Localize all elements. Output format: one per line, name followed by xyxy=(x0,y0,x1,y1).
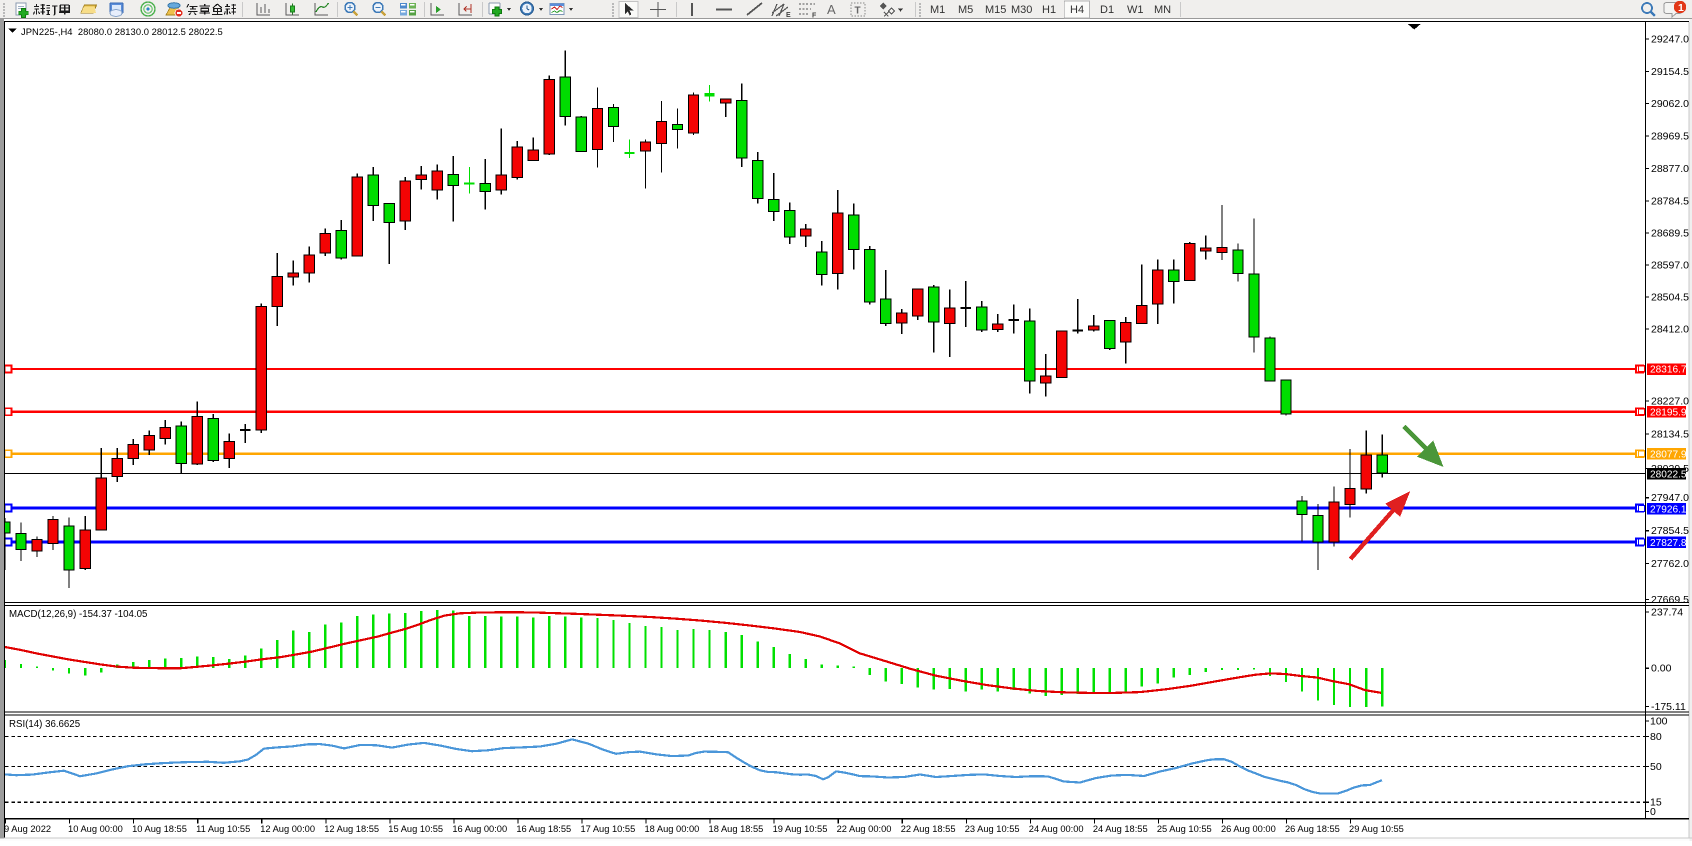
svg-text:9 Aug 2022: 9 Aug 2022 xyxy=(4,824,51,834)
svg-text:28077.9: 28077.9 xyxy=(1650,450,1687,461)
svg-text:23 Aug 10:55: 23 Aug 10:55 xyxy=(965,824,1020,834)
svg-text:E: E xyxy=(786,12,791,19)
svg-text:17 Aug 10:55: 17 Aug 10:55 xyxy=(580,824,635,834)
svg-text:MN: MN xyxy=(1154,4,1171,16)
svg-text:24 Aug 00:00: 24 Aug 00:00 xyxy=(1029,824,1084,834)
svg-text:29154.5: 29154.5 xyxy=(1651,66,1689,78)
svg-text:28597.0: 28597.0 xyxy=(1651,260,1689,272)
svg-text:28784.5: 28784.5 xyxy=(1651,196,1689,208)
svg-text:JPN225-,H4 28080.0 28130.0 28: JPN225-,H4 28080.0 28130.0 28012.5 28022… xyxy=(21,26,223,37)
svg-text:28316.7: 28316.7 xyxy=(1650,365,1687,376)
svg-text:100: 100 xyxy=(1650,715,1668,727)
svg-text:W1: W1 xyxy=(1127,4,1144,16)
svg-text:MACD(12,26,9) -154.37 -104.05: MACD(12,26,9) -154.37 -104.05 xyxy=(9,609,147,620)
svg-text:T: T xyxy=(855,6,861,17)
svg-text:22 Aug 18:55: 22 Aug 18:55 xyxy=(901,824,956,834)
svg-text:15 Aug 10:55: 15 Aug 10:55 xyxy=(388,824,443,834)
svg-text:25 Aug 10:55: 25 Aug 10:55 xyxy=(1157,824,1212,834)
svg-text:28195.9: 28195.9 xyxy=(1650,408,1687,419)
svg-text:22 Aug 00:00: 22 Aug 00:00 xyxy=(837,824,892,834)
svg-text:29247.0: 29247.0 xyxy=(1651,34,1689,46)
svg-text:16 Aug 00:00: 16 Aug 00:00 xyxy=(452,824,507,834)
svg-text:27854.5: 27854.5 xyxy=(1651,525,1689,537)
svg-text:11 Aug 10:55: 11 Aug 10:55 xyxy=(196,824,250,834)
svg-text:0.00: 0.00 xyxy=(1651,663,1672,675)
svg-text:F: F xyxy=(812,13,817,20)
svg-text:26 Aug 00:00: 26 Aug 00:00 xyxy=(1221,824,1276,834)
svg-text:28504.5: 28504.5 xyxy=(1651,292,1689,304)
svg-text:237.74: 237.74 xyxy=(1651,606,1683,618)
svg-text:H1: H1 xyxy=(1042,4,1056,16)
svg-text:D1: D1 xyxy=(1100,4,1114,16)
svg-text:12 Aug 18:55: 12 Aug 18:55 xyxy=(324,824,379,834)
svg-text:50: 50 xyxy=(1650,761,1662,773)
svg-text:27762.0: 27762.0 xyxy=(1651,558,1689,570)
svg-text:28969.5: 28969.5 xyxy=(1651,131,1689,143)
svg-text:10 Aug 00:00: 10 Aug 00:00 xyxy=(68,824,123,834)
svg-text:24 Aug 18:55: 24 Aug 18:55 xyxy=(1093,824,1148,834)
svg-text:RSI(14) 36.6625: RSI(14) 36.6625 xyxy=(9,719,80,730)
svg-text:28412.0: 28412.0 xyxy=(1651,324,1689,336)
svg-text:M30: M30 xyxy=(1011,4,1032,16)
svg-text:28227.0: 28227.0 xyxy=(1651,396,1689,408)
svg-text:27827.8: 27827.8 xyxy=(1650,538,1687,549)
svg-text:29062.0: 29062.0 xyxy=(1651,98,1689,110)
svg-text:1: 1 xyxy=(1678,2,1684,14)
svg-text:80: 80 xyxy=(1650,731,1662,743)
svg-text:0: 0 xyxy=(1650,806,1656,818)
svg-text:M5: M5 xyxy=(958,4,973,16)
svg-text:18 Aug 18:55: 18 Aug 18:55 xyxy=(709,824,764,834)
svg-text:27947.0: 27947.0 xyxy=(1651,492,1689,504)
svg-text:26 Aug 18:55: 26 Aug 18:55 xyxy=(1285,824,1340,834)
svg-text:19 Aug 10:55: 19 Aug 10:55 xyxy=(773,824,828,834)
svg-text:28689.5: 28689.5 xyxy=(1651,228,1689,240)
svg-text:27926.1: 27926.1 xyxy=(1650,504,1687,515)
svg-text:M1: M1 xyxy=(930,4,945,16)
svg-text:28877.0: 28877.0 xyxy=(1651,163,1689,175)
svg-text:12 Aug 00:00: 12 Aug 00:00 xyxy=(260,824,315,834)
svg-text:28022.5: 28022.5 xyxy=(1650,469,1687,480)
svg-text:A: A xyxy=(827,2,836,17)
svg-text:10 Aug 18:55: 10 Aug 18:55 xyxy=(132,824,187,834)
svg-text:16 Aug 18:55: 16 Aug 18:55 xyxy=(516,824,571,834)
svg-text:28134.5: 28134.5 xyxy=(1651,429,1689,441)
svg-text:18 Aug 00:00: 18 Aug 00:00 xyxy=(645,824,700,834)
svg-text:H4: H4 xyxy=(1070,4,1084,16)
svg-text:29 Aug 10:55: 29 Aug 10:55 xyxy=(1349,824,1404,834)
svg-text:27669.5: 27669.5 xyxy=(1651,594,1689,606)
svg-text:M15: M15 xyxy=(985,4,1006,16)
svg-text:-175.11: -175.11 xyxy=(1651,701,1686,713)
